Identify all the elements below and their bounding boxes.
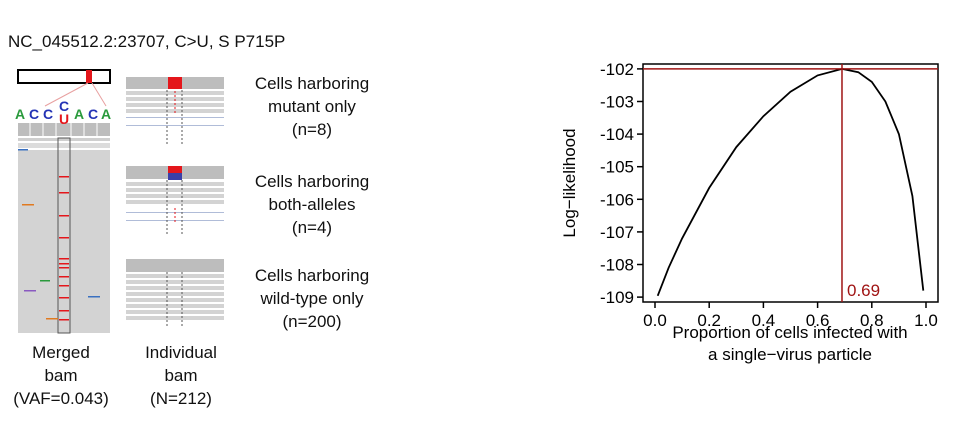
- individual-bam-wildtype: [126, 259, 224, 328]
- igv-panel: [17, 69, 224, 334]
- x-tick-label: 0.8: [860, 311, 884, 330]
- ref-base-2: C: [29, 106, 40, 122]
- genome-locator: [17, 69, 111, 84]
- plot-frame: [642, 63, 939, 303]
- locator-highlight: [86, 70, 92, 83]
- group-label-line: Cells harboring: [254, 172, 370, 191]
- x-tick-label: 0.2: [697, 311, 721, 330]
- ref-base-1: A: [15, 106, 26, 122]
- ref-base-7: A: [101, 106, 112, 122]
- y-tick-label: -103: [600, 92, 634, 111]
- y-axis-label: Log−likelihood: [560, 128, 579, 237]
- mutant-read-marks: [59, 176, 69, 321]
- group-label-line: Cells harboring: [254, 74, 370, 93]
- other-read-marks: [18, 149, 100, 320]
- zoom-line-left: [44, 82, 89, 107]
- caption-line: (VAF=0.043): [13, 389, 109, 408]
- caption-line: (N=212): [150, 389, 212, 408]
- alt-base: U: [59, 111, 70, 127]
- coverage-ticks: [29, 123, 98, 136]
- x-axis-label-line2: a single−virus particle: [708, 345, 872, 364]
- y-tick-label: -106: [600, 190, 634, 209]
- group-label-line: (n=8): [291, 120, 333, 139]
- group-label-line: Cells harboring: [254, 266, 370, 285]
- y-tick-label: -105: [600, 158, 634, 177]
- x-tick-label: 0.4: [752, 311, 776, 330]
- likelihood-curve: [656, 67, 925, 297]
- y-tick-label: -109: [600, 288, 634, 307]
- caption-line: Merged: [32, 343, 90, 362]
- group-label-both: Cells harboring both-alleles (n=4): [227, 170, 397, 239]
- individual-bam-both: [126, 166, 224, 234]
- x-axis-label-line1: Proportion of cells infected with: [672, 323, 907, 342]
- caption-line: bam: [44, 366, 78, 385]
- y-tick-label: -108: [600, 256, 634, 275]
- group-label-wildtype: Cells harboring wild-type only (n=200): [227, 264, 397, 333]
- group-label-line: both-alleles: [268, 195, 356, 214]
- group-label-line: wild-type only: [260, 289, 364, 308]
- y-tick-label: -104: [600, 125, 634, 144]
- variant-column: [57, 137, 71, 334]
- zoom-line-right: [91, 82, 107, 107]
- y-tick-label: -107: [600, 223, 634, 242]
- group-label-mutant: Cells harboring mutant only (n=8): [227, 72, 397, 141]
- x-tick-label: 0.6: [806, 311, 830, 330]
- figure-title: NC_045512.2:23707, C>U, S P715P: [8, 32, 286, 51]
- mle-label: 0.69: [847, 281, 880, 300]
- likelihood-chart: 0.69 -109 -108 -107 -106 -105 -104 -103 -102 0.…: [560, 60, 939, 364]
- ref-base-4: C: [59, 98, 70, 114]
- x-axis: 0.0 0.2 0.4 0.6 0.8 1.0: [643, 302, 938, 330]
- ref-base-3: C: [43, 106, 54, 122]
- ref-base-5: A: [74, 106, 85, 122]
- merged-reads: [18, 150, 110, 333]
- group-label-line: (n=200): [282, 312, 342, 331]
- caption-line: bam: [164, 366, 198, 385]
- caption-line: Individual: [145, 343, 217, 362]
- ref-base-6: C: [88, 106, 99, 122]
- group-label-line: (n=4): [291, 218, 333, 237]
- individual-bam-caption: Individual bam (N=212): [122, 341, 240, 410]
- y-axis: -109 -108 -107 -106 -105 -104 -103 -102: [600, 60, 643, 307]
- merged-bam-caption: Merged bam (VAF=0.043): [0, 341, 122, 410]
- y-tick-label: -102: [600, 60, 634, 79]
- coverage-track: [18, 123, 110, 136]
- x-tick-label: 0.0: [643, 311, 667, 330]
- individual-bam-mutant: [126, 77, 224, 145]
- group-label-line: mutant only: [268, 97, 356, 116]
- x-tick-label: 1.0: [914, 311, 938, 330]
